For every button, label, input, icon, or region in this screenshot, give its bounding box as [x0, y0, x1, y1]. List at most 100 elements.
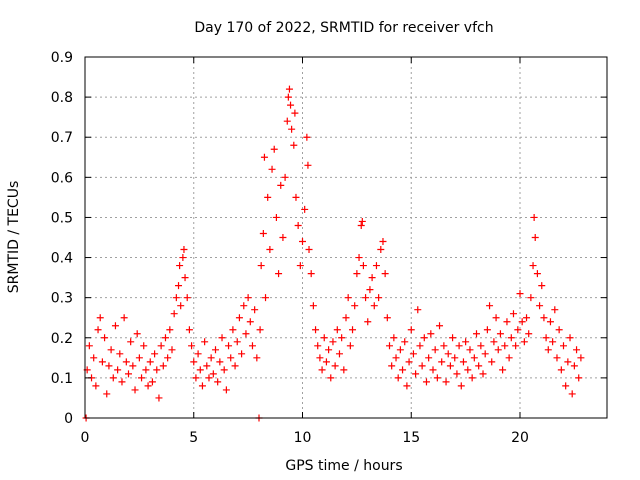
data-point [85, 342, 93, 350]
data-point [277, 181, 285, 189]
data-point [129, 362, 137, 370]
data-point [464, 366, 472, 374]
data-point [420, 334, 428, 342]
x-tick-label: 15 [402, 430, 420, 446]
data-point [523, 314, 531, 322]
data-point [207, 354, 215, 362]
data-point [331, 362, 339, 370]
y-tick-label: 0.9 [51, 50, 73, 66]
data-point [501, 342, 509, 350]
data-point [518, 318, 526, 326]
data-point [179, 254, 187, 262]
data-point [403, 382, 411, 390]
data-point [479, 370, 487, 378]
data-point [275, 270, 283, 278]
data-point [425, 354, 433, 362]
data-point [436, 322, 444, 330]
data-point [172, 294, 180, 302]
data-points [82, 85, 585, 422]
data-point [446, 362, 454, 370]
data-point [344, 294, 352, 302]
data-point [368, 274, 376, 282]
y-axis-label: SRMTID / TECUs [6, 181, 22, 294]
data-point [259, 229, 267, 237]
data-point [242, 330, 250, 338]
data-point [138, 374, 146, 382]
x-tick-label: 10 [294, 430, 312, 446]
data-point [159, 362, 167, 370]
data-point [287, 101, 295, 109]
data-point [453, 370, 461, 378]
data-point [142, 366, 150, 374]
data-point [183, 294, 191, 302]
data-point [222, 386, 230, 394]
data-point [392, 354, 400, 362]
data-point [144, 382, 152, 390]
data-point [205, 374, 213, 382]
data-point [492, 314, 500, 322]
data-point [530, 213, 538, 221]
data-point [527, 294, 535, 302]
data-point [166, 326, 174, 334]
data-point [338, 334, 346, 342]
data-point [284, 93, 292, 101]
data-point [529, 262, 537, 270]
plot-frame [84, 56, 608, 419]
data-point [512, 342, 520, 350]
data-point [203, 362, 211, 370]
data-point [268, 165, 276, 173]
data-point [235, 314, 243, 322]
data-point [220, 366, 228, 374]
data-point [198, 382, 206, 390]
data-point [304, 161, 312, 169]
data-point [457, 382, 465, 390]
data-point [351, 302, 359, 310]
data-point [314, 342, 322, 350]
data-point [353, 270, 361, 278]
data-point [386, 342, 393, 350]
y-tick-label: 0.2 [51, 331, 73, 347]
data-point [161, 334, 169, 342]
data-point [266, 246, 274, 254]
data-point [262, 294, 270, 302]
data-point [383, 314, 391, 322]
data-point [564, 358, 572, 366]
data-point [148, 378, 156, 386]
data-point [362, 294, 370, 302]
data-point [168, 346, 176, 354]
data-point [109, 374, 117, 382]
data-point [377, 246, 385, 254]
data-point [549, 338, 557, 346]
data-point [140, 342, 148, 350]
data-point [175, 282, 183, 290]
data-point [94, 326, 102, 334]
data-point [470, 354, 478, 362]
data-point [327, 374, 335, 382]
data-point [483, 326, 491, 334]
data-point [294, 221, 302, 229]
data-point [333, 326, 341, 334]
data-point [429, 366, 437, 374]
data-point [194, 350, 202, 358]
data-point [379, 238, 387, 246]
data-point [318, 366, 326, 374]
data-point [544, 346, 552, 354]
data-point [414, 306, 422, 314]
x-tick-label: 5 [189, 430, 198, 446]
data-point [346, 342, 354, 350]
data-point [536, 302, 544, 310]
data-point [264, 193, 272, 201]
data-point [260, 153, 268, 161]
data-point [257, 262, 265, 270]
data-point [209, 370, 217, 378]
data-point [244, 294, 252, 302]
data-point [153, 366, 161, 374]
data-point [533, 270, 541, 278]
y-tick-label: 0.6 [51, 170, 73, 186]
data-point [320, 334, 328, 342]
x-axis-ticks: 0 5 10 15 20 [81, 57, 529, 446]
data-point [131, 386, 139, 394]
data-point [196, 366, 204, 374]
data-point [418, 362, 426, 370]
y-tick-label: 0.1 [51, 371, 73, 387]
